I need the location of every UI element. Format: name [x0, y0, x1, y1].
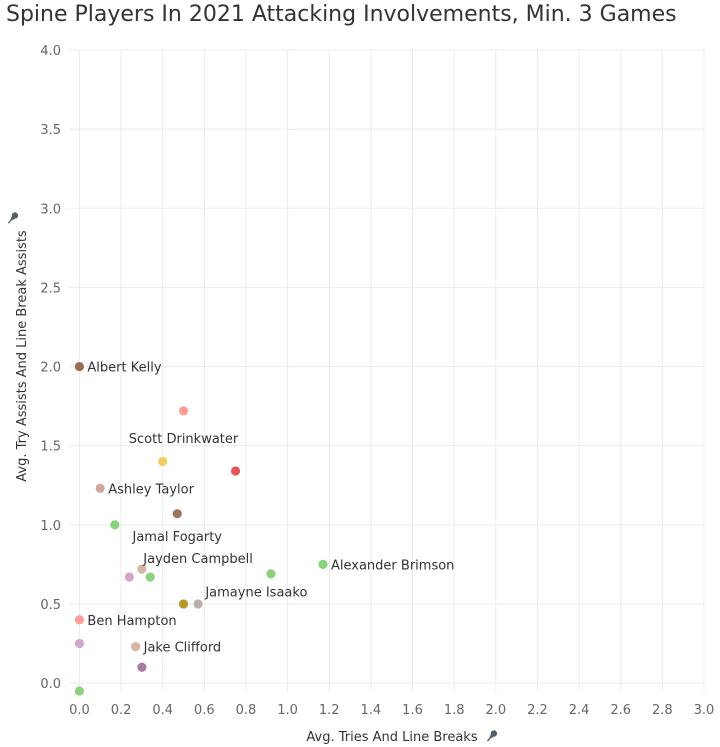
- x-tick-label: 1.8: [444, 703, 465, 718]
- point-label: Alexander Brimson: [331, 558, 454, 573]
- data-point[interactable]: [74, 615, 85, 625]
- axis-ticks: 0.0 0.2 0.4 0.6 0.8 1.0 1.2 1.4 1.6 1.8 2.0 2.2 2.4 2…: [40, 44, 714, 718]
- y-tick-label: 3.5: [40, 123, 61, 138]
- x-tick-label: 0.2: [111, 703, 132, 718]
- data-point[interactable]: [110, 520, 120, 530]
- data-point[interactable]: [137, 564, 147, 574]
- point-label: Ben Hampton: [87, 614, 176, 629]
- data-point[interactable]: [137, 662, 147, 672]
- data-points: [74, 361, 328, 696]
- x-tick-label: 0.4: [152, 703, 173, 718]
- x-tick-label: 1.6: [402, 703, 423, 718]
- gridlines: [69, 49, 705, 691]
- x-tick-label: 2.0: [485, 703, 506, 718]
- x-tick-label: 2.4: [569, 703, 590, 718]
- data-point[interactable]: [158, 456, 168, 467]
- x-axis-title: Avg. Tries And Line Breaks: [306, 730, 477, 745]
- chart-title: Spine Players In 2021 Attacking Involvem…: [6, 2, 677, 27]
- data-point[interactable]: [172, 509, 182, 519]
- point-label: Jamal Fogarty: [132, 530, 223, 545]
- point-label: Scott Drinkwater: [129, 432, 239, 447]
- y-tick-label: 2.0: [40, 361, 61, 376]
- data-point[interactable]: [230, 466, 241, 476]
- data-point[interactable]: [131, 642, 141, 652]
- point-label: Ashley Taylor: [108, 482, 194, 497]
- point-label: Jake Clifford: [143, 641, 222, 656]
- y-tick-label: 1.0: [40, 519, 61, 534]
- data-point[interactable]: [178, 406, 189, 416]
- y-tick-label: 0.0: [40, 677, 61, 692]
- data-point[interactable]: [74, 686, 85, 696]
- data-point[interactable]: [266, 569, 276, 579]
- data-point[interactable]: [74, 361, 85, 372]
- x-tick-label: 2.6: [610, 703, 631, 718]
- x-axis-pin-icon[interactable]: [485, 729, 498, 743]
- x-tick-label: 1.0: [277, 703, 298, 718]
- x-tick-label: 3.0: [694, 703, 715, 718]
- x-tick-label: 1.4: [361, 703, 382, 718]
- x-tick-label: 2.2: [527, 703, 548, 718]
- y-tick-label: 2.5: [40, 281, 61, 296]
- data-point[interactable]: [178, 599, 189, 609]
- y-tick-label: 4.0: [40, 44, 61, 59]
- x-tick-label: 0.8: [236, 703, 257, 718]
- y-axis-pin-icon[interactable]: [6, 211, 19, 225]
- y-tick-label: 1.5: [40, 440, 61, 455]
- data-point[interactable]: [193, 599, 203, 609]
- y-tick-label: 0.5: [40, 598, 61, 613]
- point-label: Albert Kelly: [87, 361, 161, 376]
- data-point[interactable]: [74, 638, 85, 649]
- data-point[interactable]: [318, 559, 328, 569]
- point-labels: Albert Kelly Ashley Taylor Alexander Brims…: [87, 361, 454, 656]
- y-tick-label: 3.0: [40, 202, 61, 217]
- x-tick-label: 0.6: [194, 703, 215, 718]
- x-tick-label: 2.8: [652, 703, 673, 718]
- y-axis-title: Avg. Try Assists And Line Break Assists: [15, 230, 30, 482]
- x-tick-label: 1.2: [319, 703, 340, 718]
- point-label: Jamayne Isaako: [204, 585, 307, 600]
- data-point[interactable]: [124, 572, 134, 582]
- x-tick-label: 0.0: [69, 703, 90, 718]
- data-point[interactable]: [95, 483, 105, 494]
- data-point[interactable]: [145, 572, 155, 582]
- point-label: Jayden Campbell: [142, 552, 253, 567]
